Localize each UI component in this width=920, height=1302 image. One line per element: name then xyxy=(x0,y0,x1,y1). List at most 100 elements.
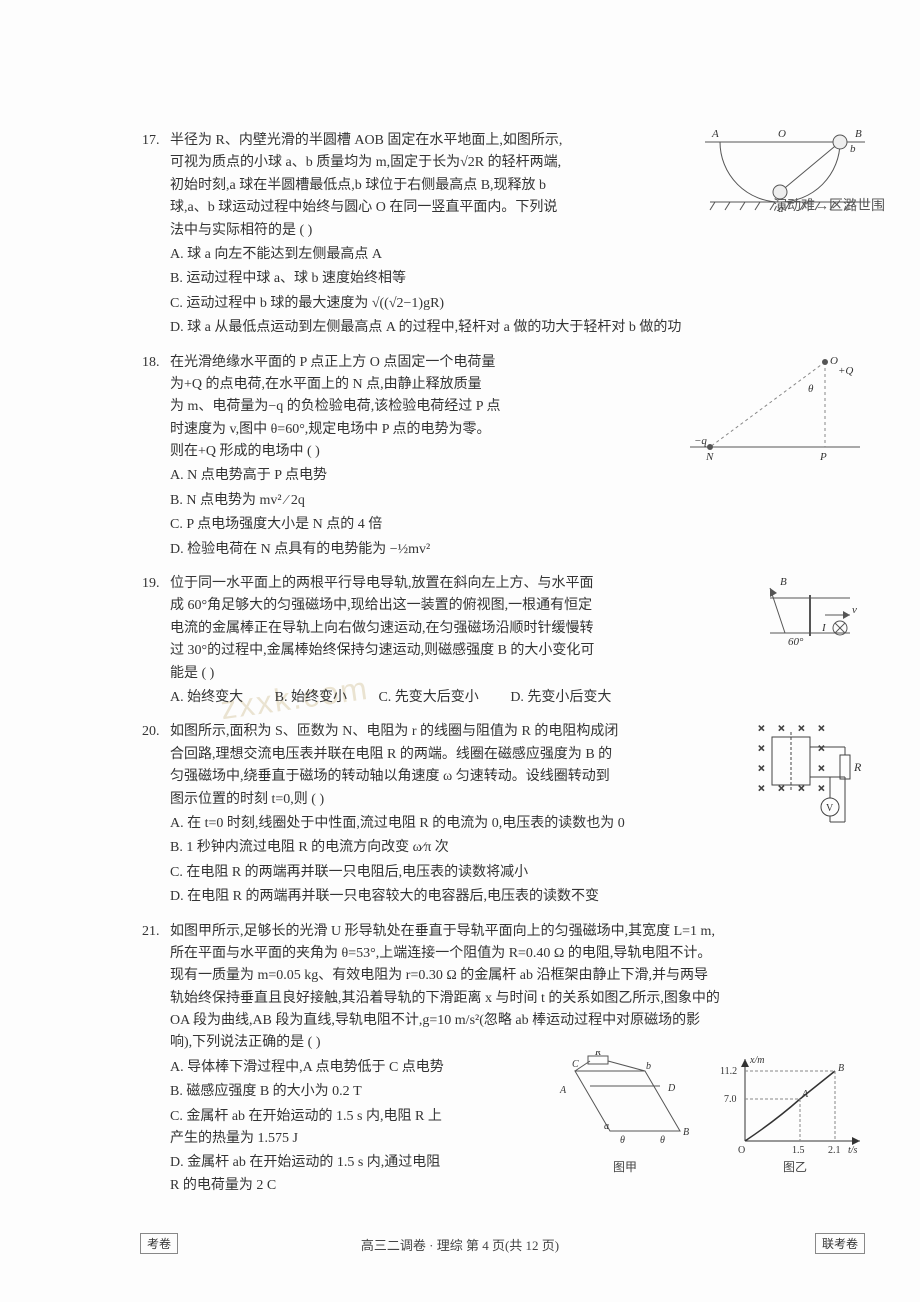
question-stem: 为+Q 的点电荷,在水平面上的 N 点,由静止释放质量 xyxy=(170,374,660,396)
svg-text:60°: 60° xyxy=(788,636,804,648)
svg-text:t/s: t/s xyxy=(848,1145,858,1156)
option-a: A. 导体棒下滑过程中,A 点电势低于 C 点电势 xyxy=(170,1057,540,1079)
svg-text:C: C xyxy=(572,1059,579,1070)
svg-text:P: P xyxy=(819,451,827,462)
svg-text:×: × xyxy=(798,721,805,735)
svg-text:×: × xyxy=(818,721,825,735)
option-d: D. 在电阻 R 的两端再并联一只电容较大的电容器后,电压表的读数不变 xyxy=(170,886,860,908)
svg-text:×: × xyxy=(758,741,765,755)
svg-text:O: O xyxy=(830,355,838,367)
footer-center: 高三二调卷 · 理综 第 4 页(共 12 页) xyxy=(0,1235,920,1254)
label-B: B xyxy=(855,128,862,140)
question-stem: OA 段为曲线,AB 段为直线,导轨电阻不计,g=10 m/s²(忽略 ab 棒… xyxy=(170,1010,860,1032)
svg-text:B: B xyxy=(838,1063,844,1074)
svg-text:a: a xyxy=(604,1121,609,1132)
question-18: 18. 在光滑绝缘水平面的 P 点正上方 O 点固定一个电荷量 为+Q 的点电荷… xyxy=(170,352,860,562)
svg-text:×: × xyxy=(758,781,765,795)
label-a: a xyxy=(778,203,784,215)
svg-text:x/m: x/m xyxy=(749,1055,764,1066)
question-stem: 如图甲所示,足够长的光滑 U 形导轨处在垂直于导轨平面向上的匀强磁场中,其宽度 … xyxy=(170,921,860,943)
option-d: D. 金属杆 ab 在开始运动的 1.5 s 内,通过电阻 R 的电荷量为 2 … xyxy=(170,1152,540,1197)
question-number: 18. xyxy=(142,352,160,374)
figure-q21a: C Rb Aa D θ θ B 图甲 xyxy=(550,1051,700,1177)
question-stem: 图示位置的时刻 t=0,则 ( ) xyxy=(170,789,730,811)
svg-text:θ: θ xyxy=(620,1135,625,1146)
svg-text:×: × xyxy=(778,721,785,735)
figure-q17: A O B a b xyxy=(700,122,870,217)
question-number: 19. xyxy=(142,573,160,595)
svg-text:I: I xyxy=(821,622,827,634)
svg-text:7.0: 7.0 xyxy=(724,1094,737,1105)
option-b: B. 始终变小 xyxy=(275,687,347,709)
question-17: 17. 半径为 R、内壁光滑的半圆槽 AOB 固定在水平地面上,如图所示, 可视… xyxy=(170,130,860,340)
svg-text:R: R xyxy=(853,760,862,774)
option-a: A. 球 a 向左不能达到左侧最高点 A xyxy=(170,244,860,266)
option-c: C. 在电阻 R 的两端再并联一只电阻后,电压表的读数将减小 xyxy=(170,862,860,884)
question-stem: 法中与实际相符的是 ( ) xyxy=(170,220,680,242)
svg-text:×: × xyxy=(818,781,825,795)
svg-text:D: D xyxy=(667,1083,676,1094)
label-O: O xyxy=(778,128,786,140)
question-stem: 合回路,理想交流电压表并联在电阻 R 的两端。线圈在磁感应强度为 B 的 xyxy=(170,744,730,766)
question-stem: 能是 ( ) xyxy=(170,663,740,685)
label-b: b xyxy=(850,143,856,155)
option-b: B. 磁感应强度 B 的大小为 0.2 T xyxy=(170,1081,540,1103)
svg-text:A: A xyxy=(559,1085,567,1096)
svg-text:b: b xyxy=(646,1061,651,1072)
svg-text:B: B xyxy=(683,1127,689,1138)
footer-right-tag: 联考卷 xyxy=(815,1233,865,1254)
figure-q20: ×××× ×× ×× ×××× V R xyxy=(750,717,870,832)
option-a: A. 始终变大 xyxy=(170,687,243,709)
question-stem: 轨始终保持垂直且良好接触,其沿着导轨的下滑距离 x 与时间 t 的关系如图乙所示… xyxy=(170,988,860,1010)
question-stem: 位于同一水平面上的两根平行导电导轨,放置在斜向左上方、与水平面 xyxy=(170,573,740,595)
side-mark: 围 xyxy=(871,200,885,214)
page-sheet: zxxk.com 围 世 潞 区 → 难 动 演 17. 半径为 R、内壁光滑的… xyxy=(0,0,920,1302)
svg-text:−q: −q xyxy=(694,435,707,447)
question-stem: 如图所示,面积为 S、匝数为 N、电阻为 r 的线圈与阻值为 R 的电阻构成闭 xyxy=(170,721,730,743)
question-stem: 电流的金属棒正在导轨上向右做匀速运动,在匀强磁场沿顺时针缓慢转 xyxy=(170,618,740,640)
svg-text:×: × xyxy=(818,761,825,775)
question-21: 21. 如图甲所示,足够长的光滑 U 形导轨处在垂直于导轨平面向上的匀强磁场中,… xyxy=(170,921,860,1198)
option-c: C. P 点电场强度大小是 N 点的 4 倍 xyxy=(170,514,860,536)
svg-text:N: N xyxy=(705,451,714,462)
svg-text:×: × xyxy=(798,781,805,795)
question-stem: 球,a、b 球运动过程中始终与圆心 O 在同一竖直平面内。下列说 xyxy=(170,197,680,219)
question-stem: 成 60°角足够大的匀强磁场中,现给出这一装置的俯视图,一根通有恒定 xyxy=(170,595,740,617)
question-19: 19. 位于同一水平面上的两根平行导电导轨,放置在斜向左上方、与水平面 成 60… xyxy=(170,573,860,709)
question-number: 20. xyxy=(142,721,160,743)
question-stem: 初始时刻,a 球在半圆槽最低点,b 球位于右侧最高点 B,现释放 b xyxy=(170,175,680,197)
svg-text:×: × xyxy=(758,761,765,775)
svg-text:θ: θ xyxy=(660,1135,665,1146)
question-stem: 则在+Q 形成的电场中 ( ) xyxy=(170,441,660,463)
question-stem: 半径为 R、内壁光滑的半圆槽 AOB 固定在水平地面上,如图所示, xyxy=(170,130,680,152)
question-number: 21. xyxy=(142,921,160,943)
question-number: 17. xyxy=(142,130,160,152)
svg-text:2.1: 2.1 xyxy=(828,1145,841,1156)
svg-text:×: × xyxy=(818,741,825,755)
figure-caption: 图乙 xyxy=(720,1158,870,1177)
svg-text:v: v xyxy=(852,604,857,616)
question-stem: 过 30°的过程中,金属棒始终保持匀速运动,则磁感强度 B 的大小变化可 xyxy=(170,640,740,662)
svg-text:1.5: 1.5 xyxy=(792,1145,805,1156)
figure-caption: 图甲 xyxy=(550,1158,700,1177)
svg-text:×: × xyxy=(778,781,785,795)
option-c: C. 运动过程中 b 球的最大速度为 √((√2−1)gR) xyxy=(170,293,860,315)
label-A: A xyxy=(711,128,719,140)
option-c: C. 金属杆 ab 在开始运动的 1.5 s 内,电阻 R 上 产生的热量为 1… xyxy=(170,1106,540,1151)
question-stem: 时速度为 v,图中 θ=60°,规定电场中 P 点的电势为零。 xyxy=(170,419,660,441)
svg-text:A: A xyxy=(801,1089,809,1100)
svg-text:V: V xyxy=(826,803,834,814)
svg-text:O: O xyxy=(738,1145,745,1156)
option-d: D. 先变小后变大 xyxy=(510,687,611,709)
option-a: A. N 点电势高于 P 点电势 xyxy=(170,465,860,487)
question-stem: 在光滑绝缘水平面的 P 点正上方 O 点固定一个电荷量 xyxy=(170,352,660,374)
svg-text:11.2: 11.2 xyxy=(720,1066,737,1077)
figure-q21b: 7.0 11.2 1.5 2.1 O t/s x/m A B 图乙 xyxy=(720,1051,870,1177)
svg-text:B: B xyxy=(780,576,787,588)
svg-text:θ: θ xyxy=(808,383,814,395)
option-b: B. N 点电势为 mv² ⁄ 2q xyxy=(170,490,860,512)
figure-q19: B v I 60° xyxy=(760,573,870,653)
option-d: D. 检验电荷在 N 点具有的电势能为 −½mv² xyxy=(170,539,860,561)
svg-text:R: R xyxy=(594,1051,601,1058)
figure-q18: O +Q θ −q N P xyxy=(680,352,870,462)
